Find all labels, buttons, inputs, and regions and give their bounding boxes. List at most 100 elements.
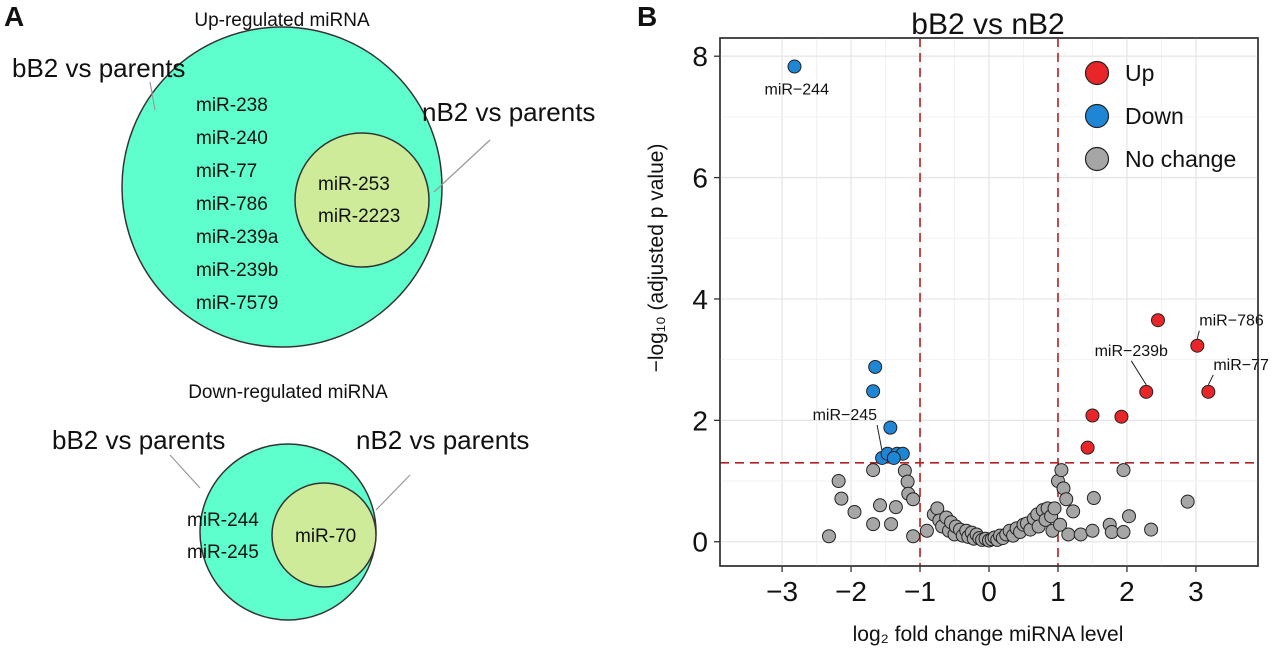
point-no-change — [1073, 527, 1088, 542]
venn-item: miR-239b — [196, 260, 278, 281]
point-labels: miR−786 miR−77 miR−239b miR−244 miR−245 — [764, 82, 1269, 452]
panel-a-letter: A — [4, 1, 24, 32]
legend-label: Up — [1125, 60, 1154, 86]
x-tick-label: −1 — [904, 576, 936, 607]
venn-up-outer-leader — [149, 81, 156, 111]
venn-item: miR-77 — [196, 161, 257, 182]
point-no-change — [847, 504, 862, 519]
point-down — [883, 420, 898, 435]
point-label: miR−245 — [813, 407, 878, 424]
legend-label: Down — [1125, 103, 1184, 129]
x-tick-label: 0 — [981, 576, 997, 607]
venn-down-outer-label: bB2 vs parents — [52, 425, 225, 455]
y-tick-label: 6 — [692, 163, 708, 194]
venn-item: miR-7579 — [196, 293, 278, 314]
chart-legend: Up Down No change — [1084, 60, 1236, 172]
point-up — [1150, 313, 1165, 328]
venn-up-shared-items: miR-253 miR-2223 — [318, 174, 400, 227]
point-up — [1201, 384, 1216, 399]
y-axis-ticks: 0 2 4 6 8 — [692, 41, 720, 558]
plot-grid — [720, 38, 1258, 566]
point-no-change — [1180, 494, 1195, 509]
venn-item: miR-240 — [196, 128, 268, 149]
venn-item: miR-239a — [196, 227, 279, 248]
point-no-change — [1061, 527, 1076, 542]
venn-up-inner-leader — [433, 139, 491, 193]
y-tick-label: 4 — [692, 284, 708, 315]
point-no-change — [821, 529, 836, 544]
point-label-leader — [1207, 374, 1214, 386]
point-no-change — [866, 463, 881, 478]
venn-up-inner-label: nB2 vs parents — [422, 97, 595, 127]
venn-down-inner-label: nB2 vs parents — [356, 425, 529, 455]
point-up — [1190, 338, 1205, 353]
point-up — [1114, 409, 1129, 424]
point-no-change — [1066, 504, 1081, 519]
point-no-change — [1104, 525, 1119, 540]
venn-up-outer-items: miR-238 miR-240 miR-77 miR-786 miR-239a … — [196, 95, 279, 314]
point-no-change — [1122, 509, 1137, 524]
point-label: miR−239b — [1095, 343, 1168, 360]
point-label-leader — [876, 424, 883, 452]
point-no-change — [906, 492, 921, 507]
venn-up-outer-label: bB2 vs parents — [12, 53, 185, 83]
point-no-change — [1116, 463, 1131, 478]
venn-up-inner-circle — [294, 132, 430, 268]
legend-swatch — [1084, 146, 1110, 172]
point-up — [1085, 408, 1100, 423]
point-no-change — [1086, 491, 1101, 506]
venn-item: miR-786 — [196, 194, 268, 215]
legend-swatch — [1084, 60, 1110, 86]
point-down — [886, 450, 901, 465]
legend-swatch — [1084, 103, 1110, 129]
chart-title: bB2 vs nB2 — [911, 8, 1064, 41]
point-down — [787, 59, 802, 74]
point-down — [866, 384, 881, 399]
data-points — [787, 59, 1216, 548]
point-no-change — [873, 498, 888, 513]
venn-up-title: Up-regulated miRNA — [194, 10, 370, 31]
point-no-change — [919, 523, 934, 538]
point-label: miR−786 — [1199, 313, 1264, 330]
venn-down-title: Down-regulated miRNA — [188, 382, 388, 403]
point-no-change — [834, 491, 849, 506]
point-no-change — [831, 474, 846, 489]
y-axis-label: −log₁₀ (adjusted p value) — [645, 144, 668, 373]
venn-down-inner-leader — [375, 474, 411, 511]
point-no-change — [1047, 501, 1062, 516]
point-no-change — [906, 529, 921, 544]
point-no-change — [1116, 525, 1131, 540]
point-down — [868, 359, 883, 374]
y-tick-label: 8 — [692, 41, 708, 72]
y-tick-label: 2 — [692, 405, 708, 436]
point-no-change — [900, 474, 915, 489]
point-label-leader — [1196, 330, 1200, 339]
point-label-leader — [1130, 360, 1147, 386]
point-no-change — [884, 517, 899, 532]
venn-item: miR-253 — [318, 174, 390, 195]
x-tick-label: 2 — [1119, 576, 1135, 607]
venn-item: miR-70 — [295, 526, 356, 547]
point-no-change — [888, 500, 903, 515]
point-label: miR−244 — [764, 82, 829, 99]
point-no-change — [1053, 517, 1068, 532]
point-no-change — [866, 517, 881, 532]
point-no-change — [1054, 463, 1069, 478]
venn-item: miR-2223 — [318, 206, 400, 227]
volcano-plot: miR−786 miR−77 miR−239b miR−244 miR−245 −3 −2… — [692, 37, 1269, 607]
panel-b-letter: B — [637, 1, 657, 32]
x-tick-label: −2 — [835, 576, 867, 607]
venn-down-outer-leader — [169, 454, 201, 489]
x-axis-ticks: −3 −2 −1 0 1 2 3 — [766, 566, 1204, 607]
x-axis-label: log₂ fold change miRNA level — [853, 623, 1124, 646]
point-up — [1080, 440, 1095, 455]
legend-label: No change — [1125, 146, 1236, 172]
point-no-change — [1059, 492, 1074, 507]
x-tick-label: 3 — [1188, 576, 1204, 607]
x-tick-label: −3 — [766, 576, 798, 607]
point-no-change — [1085, 523, 1100, 538]
point-no-change — [1144, 522, 1159, 537]
venn-item: miR-245 — [187, 542, 259, 563]
point-label: miR−77 — [1213, 357, 1269, 374]
